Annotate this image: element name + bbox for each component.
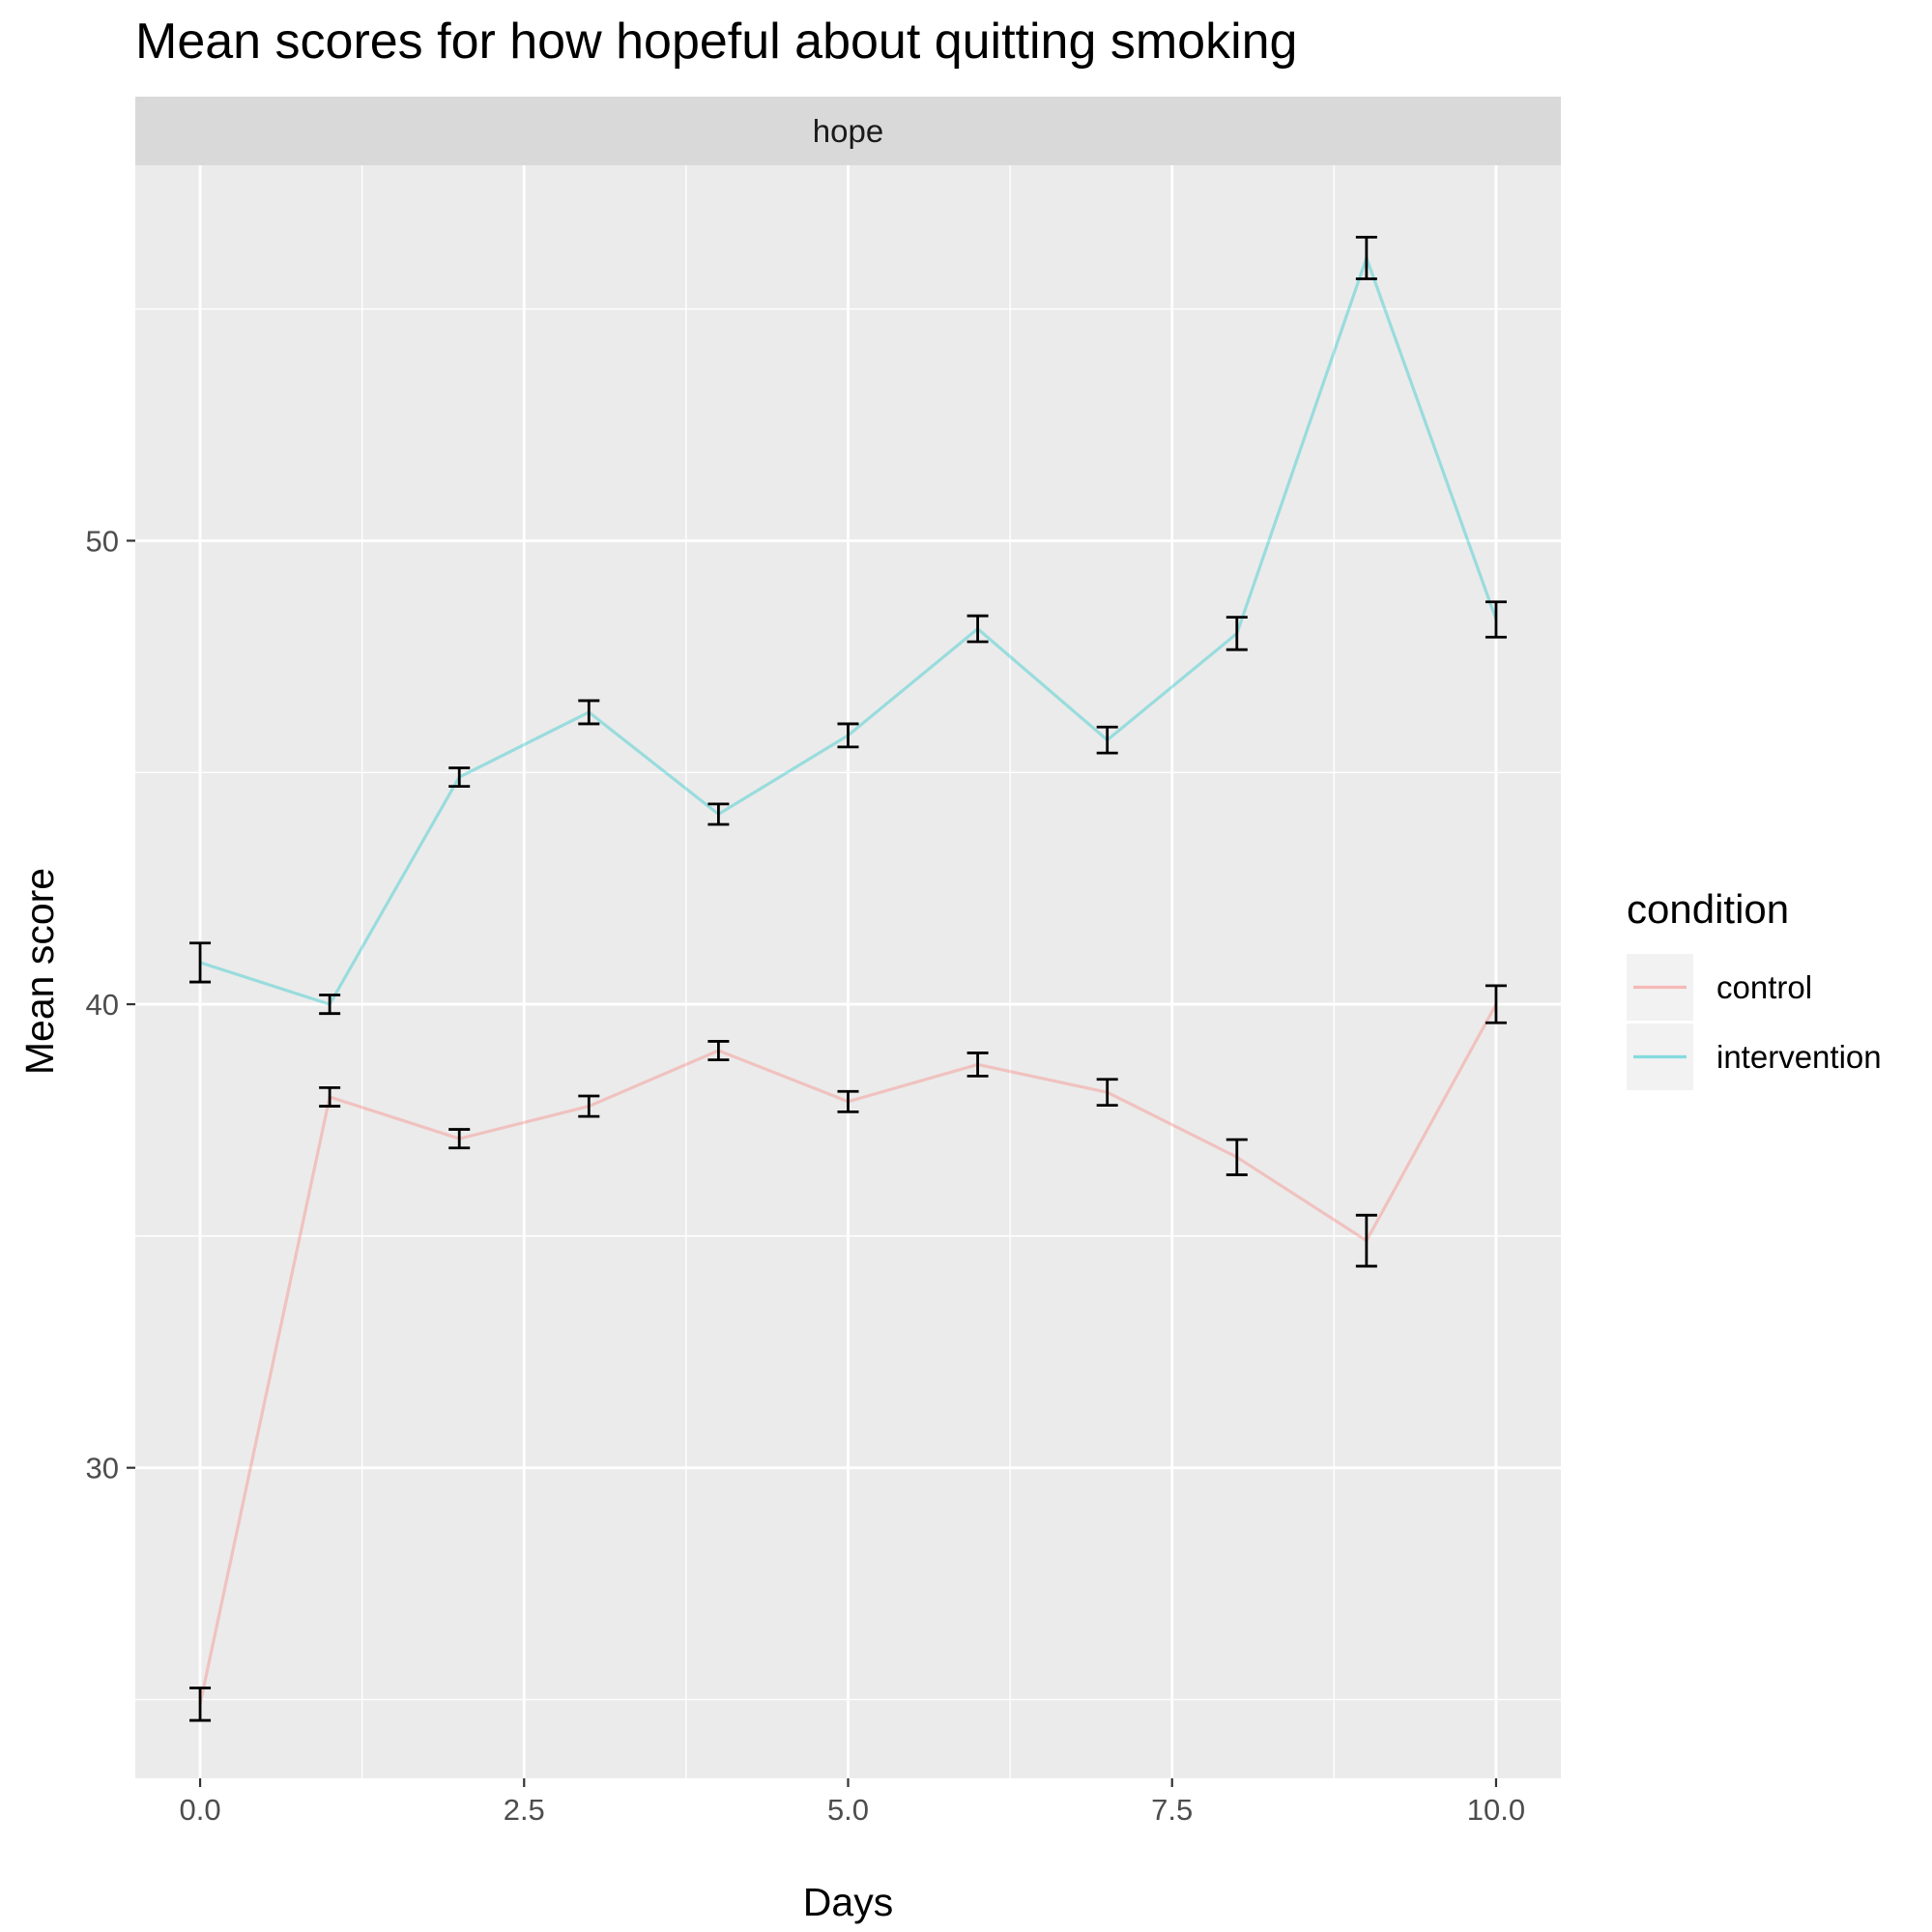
error-bar-control (1226, 1138, 1248, 1176)
x-tick-label: 5.0 (827, 1793, 869, 1827)
error-bar-intervention (319, 994, 341, 1016)
error-bar-control (707, 1040, 730, 1062)
y-tick-label: 50 (86, 524, 119, 558)
legend: condition control intervention (1627, 886, 1882, 1090)
error-bar-control (837, 1089, 859, 1113)
facet-label: hope (813, 113, 883, 149)
legend-label-intervention: intervention (1716, 1039, 1882, 1075)
facet-strip (135, 97, 1561, 165)
error-bar-control (578, 1094, 600, 1118)
error-bar-intervention (966, 614, 989, 644)
y-tick-label: 40 (86, 988, 119, 1022)
error-bar-intervention (707, 802, 730, 826)
x-axis-title: Days (803, 1880, 893, 1924)
error-bar-control (1355, 1213, 1377, 1268)
error-bars (189, 235, 1507, 1722)
y-tick-label: 30 (86, 1452, 119, 1485)
legend-label-control: control (1716, 969, 1812, 1005)
error-bar-intervention (1485, 600, 1507, 639)
legend-title: condition (1627, 886, 1789, 932)
error-bar-intervention (1096, 725, 1118, 755)
error-bar-control (319, 1085, 341, 1108)
error-bar-intervention (1226, 616, 1248, 651)
error-bar-control (189, 1687, 212, 1722)
chart-title: Mean scores for how hopeful about quitti… (135, 14, 1297, 70)
y-axis: 30 40 50 (86, 524, 135, 1485)
x-axis: 0.0 2.5 5.0 7.5 10.0 (179, 1778, 1525, 1827)
error-bar-control (1096, 1078, 1118, 1108)
grid-major (135, 165, 1561, 1778)
x-tick-label: 2.5 (504, 1793, 545, 1827)
error-bar-intervention (189, 941, 212, 984)
legend-key-box (1627, 954, 1693, 1021)
error-bar-control (966, 1052, 989, 1078)
x-tick-label: 0.0 (179, 1793, 220, 1827)
legend-key-box (1627, 1024, 1693, 1090)
error-bar-intervention (578, 699, 600, 726)
x-tick-label: 10.0 (1467, 1793, 1525, 1827)
error-bar-control (448, 1128, 471, 1150)
error-bar-intervention (837, 722, 859, 749)
error-bar-control (1485, 984, 1507, 1024)
error-bar-intervention (1355, 235, 1377, 280)
x-tick-label: 7.5 (1151, 1793, 1193, 1827)
error-bar-intervention (448, 766, 471, 789)
y-axis-title: Mean score (17, 868, 62, 1075)
